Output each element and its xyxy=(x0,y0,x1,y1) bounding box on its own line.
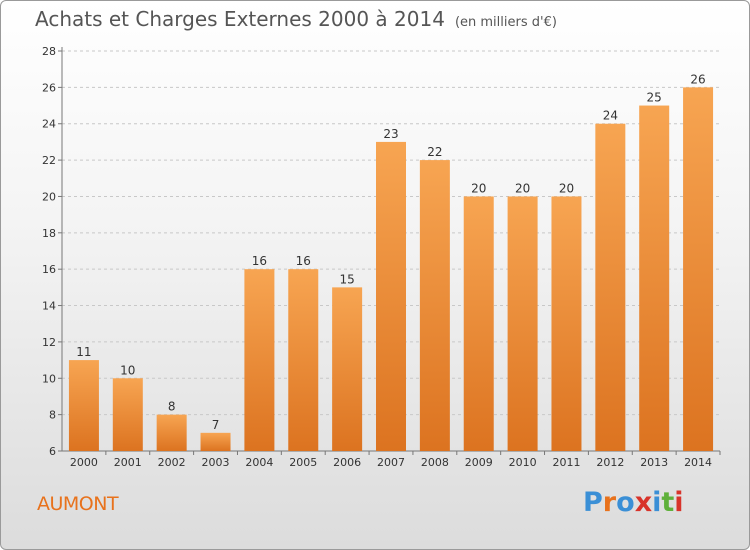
bar-2009 xyxy=(463,196,494,451)
bar-value-label: 20 xyxy=(559,181,574,195)
chart-unit-label: (en milliers d'€) xyxy=(454,15,557,30)
x-tick-label: 2006 xyxy=(333,456,361,469)
bar-value-label: 16 xyxy=(296,254,311,268)
chart-title: Achats et Charges Externes 2000 à 2014 (e… xyxy=(35,7,557,31)
bar-value-label: 8 xyxy=(168,400,176,414)
x-tick-label: 2011 xyxy=(552,456,580,469)
bar-value-label: 24 xyxy=(603,109,618,123)
logo-letter: i xyxy=(674,487,684,518)
x-tick-label: 2001 xyxy=(114,456,142,469)
bar-2013 xyxy=(639,105,670,451)
bar-value-label: 23 xyxy=(383,127,398,141)
y-tick-label: 18 xyxy=(42,227,56,240)
bar-value-label: 20 xyxy=(515,181,530,195)
x-tick-label: 2007 xyxy=(377,456,405,469)
x-tick-label: 2008 xyxy=(421,456,449,469)
y-tick-label: 20 xyxy=(42,190,56,203)
y-tick-label: 16 xyxy=(42,263,56,276)
y-tick-label: 6 xyxy=(49,445,56,458)
x-tick-label: 2010 xyxy=(509,456,537,469)
bar-2002 xyxy=(156,414,187,451)
bar-value-label: 7 xyxy=(212,418,220,432)
x-tick-label: 2013 xyxy=(640,456,668,469)
x-tick-label: 2004 xyxy=(245,456,273,469)
bar-value-label: 11 xyxy=(76,345,91,359)
y-tick-label: 22 xyxy=(42,154,56,167)
bar-2003 xyxy=(200,432,231,451)
bar-value-label: 26 xyxy=(690,72,705,86)
x-tick-label: 2002 xyxy=(158,456,186,469)
bar-value-label: 25 xyxy=(647,91,662,105)
bar-2005 xyxy=(288,269,319,451)
logo-letter: r xyxy=(602,487,617,518)
x-tick-label: 2012 xyxy=(596,456,624,469)
bar-value-label: 15 xyxy=(339,272,354,286)
bar-2014 xyxy=(683,87,714,451)
logo-letter: P xyxy=(583,487,603,518)
chart-title-text: Achats et Charges Externes 2000 à 2014 xyxy=(35,7,445,31)
bars xyxy=(68,87,714,452)
bar-2006 xyxy=(332,287,363,451)
bar-value-label: 22 xyxy=(427,145,442,159)
logo-letter: x xyxy=(634,487,653,518)
y-tick-label: 14 xyxy=(42,300,56,313)
x-tick-label: 2003 xyxy=(202,456,230,469)
logo-letter: i xyxy=(652,487,662,518)
bar-2000 xyxy=(68,360,99,451)
bar-2007 xyxy=(376,141,406,451)
logo-letter: t xyxy=(661,487,675,518)
x-tick-label: 2009 xyxy=(465,456,493,469)
x-tick-label: 2000 xyxy=(70,456,98,469)
bar-value-label: 10 xyxy=(120,363,135,377)
x-tick-label: 2014 xyxy=(684,456,712,469)
city-name: AUMONT xyxy=(37,493,119,515)
y-tick-label: 24 xyxy=(42,118,56,131)
bar-2010 xyxy=(507,196,538,451)
y-tick-label: 26 xyxy=(42,81,56,94)
logo-letter: o xyxy=(616,487,635,518)
bar-2012 xyxy=(595,123,626,452)
axes: 6 8 10 12 14 16 18 20 22 24 26 28 xyxy=(42,45,721,458)
labels: 11 2000 10 2001 8 2002 7 2003 16 2004 16 2005 15 2006… xyxy=(70,72,712,469)
proxiti-logo[interactable]: Proxiti xyxy=(583,487,684,518)
bar-2004 xyxy=(244,269,275,451)
bar-value-label: 20 xyxy=(471,181,486,195)
y-tick-label: 10 xyxy=(42,372,56,385)
bar-2011 xyxy=(551,196,582,451)
y-tick-label: 12 xyxy=(42,336,56,349)
x-tick-label: 2005 xyxy=(289,456,317,469)
y-tick-label: 28 xyxy=(42,45,56,58)
bar-2008 xyxy=(419,160,450,451)
y-tick-label: 8 xyxy=(49,409,56,422)
bar-value-label: 16 xyxy=(252,254,267,268)
bar-2001 xyxy=(112,378,143,451)
